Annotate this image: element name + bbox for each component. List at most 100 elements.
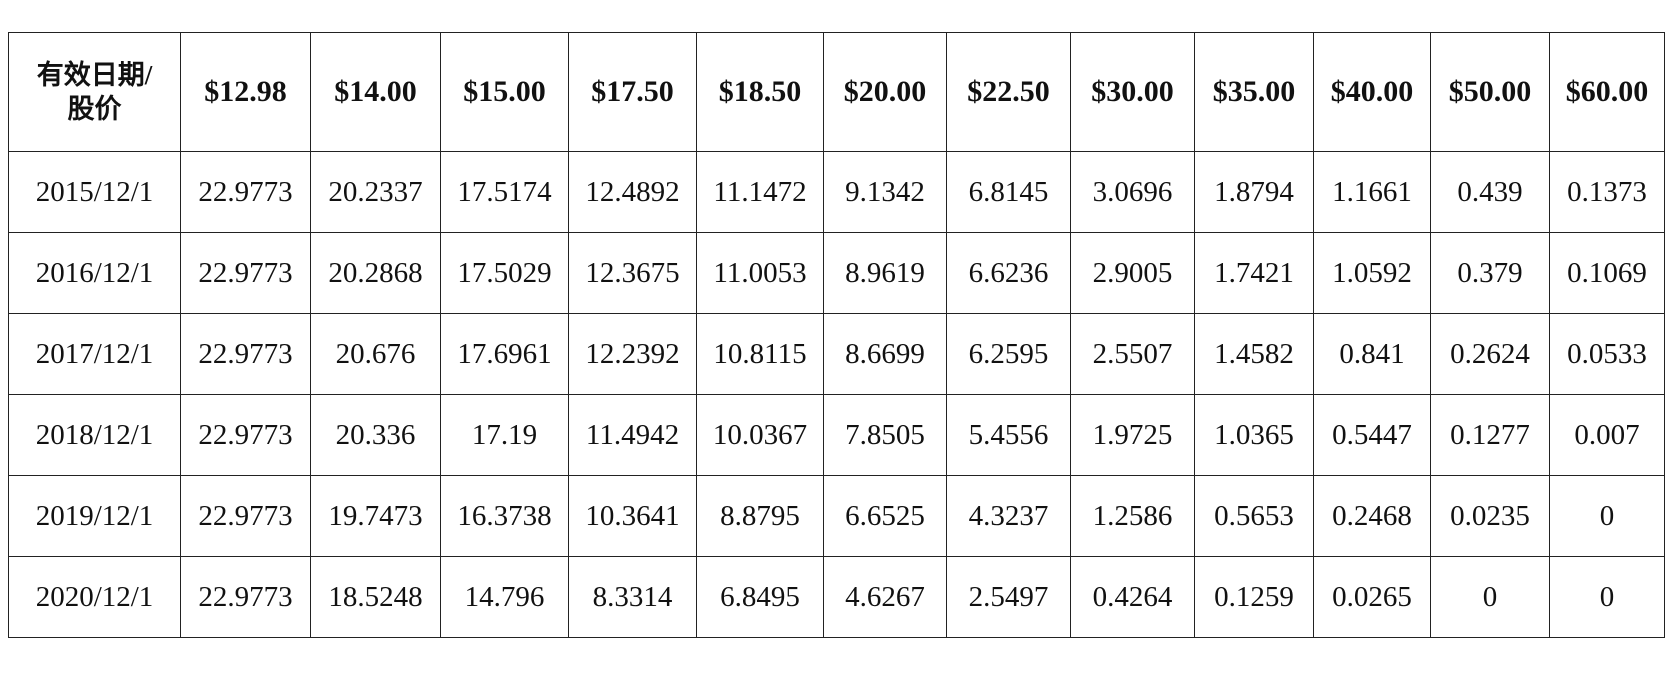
value-cell: 11.0053	[696, 232, 824, 314]
value-cell: 0	[1549, 475, 1665, 557]
value-cell: 12.4892	[568, 151, 697, 233]
value-cell: 6.6236	[946, 232, 1071, 314]
value-cell: 17.19	[440, 394, 569, 476]
value-cell: 3.0696	[1070, 151, 1195, 233]
value-cell: 17.5029	[440, 232, 569, 314]
value-cell: 2.5497	[946, 556, 1071, 638]
value-cell: 0.0265	[1313, 556, 1431, 638]
value-cell: 1.9725	[1070, 394, 1195, 476]
value-cell: 20.2337	[310, 151, 441, 233]
value-cell: 17.6961	[440, 313, 569, 395]
value-cell: 10.3641	[568, 475, 697, 557]
value-cell: 0.2468	[1313, 475, 1431, 557]
value-cell: 12.3675	[568, 232, 697, 314]
value-cell: 2.9005	[1070, 232, 1195, 314]
value-cell: 1.1661	[1313, 151, 1431, 233]
column-header: $18.50	[696, 32, 824, 152]
value-cell: 1.2586	[1070, 475, 1195, 557]
value-cell: 22.9773	[180, 394, 311, 476]
date-cell: 2019/12/1	[8, 475, 181, 557]
column-header: $17.50	[568, 32, 697, 152]
value-cell: 14.796	[440, 556, 569, 638]
column-header: $30.00	[1070, 32, 1195, 152]
value-cell: 0.379	[1430, 232, 1550, 314]
data-row: 2020/12/1 22.9773 18.5248 14.796 8.3314 6.849…	[8, 556, 1665, 638]
column-header: $20.00	[823, 32, 947, 152]
value-cell: 0.1069	[1549, 232, 1665, 314]
value-cell: 0	[1549, 556, 1665, 638]
value-cell: 9.1342	[823, 151, 947, 233]
value-cell: 16.3738	[440, 475, 569, 557]
value-cell: 0.1373	[1549, 151, 1665, 233]
value-cell: 0	[1430, 556, 1550, 638]
data-row: 2019/12/1 22.9773 19.7473 16.3738 10.3641 8.8…	[8, 475, 1665, 557]
value-cell: 6.8495	[696, 556, 824, 638]
value-cell: 20.336	[310, 394, 441, 476]
value-cell: 2.5507	[1070, 313, 1195, 395]
value-cell: 1.4582	[1194, 313, 1314, 395]
value-cell: 11.1472	[696, 151, 824, 233]
corner-header: 有效日期/股价	[8, 32, 181, 152]
column-header: $60.00	[1549, 32, 1665, 152]
value-cell: 18.5248	[310, 556, 441, 638]
value-cell: 19.7473	[310, 475, 441, 557]
table-container: 有效日期/股价 $12.98 $14.00 $15.00 $17.50 $18.50 $20…	[8, 32, 1665, 638]
value-cell: 0.1259	[1194, 556, 1314, 638]
corner-header-line: 股价	[67, 94, 122, 124]
date-cell: 2017/12/1	[8, 313, 181, 395]
column-header: $12.98	[180, 32, 311, 152]
value-cell: 0.0533	[1549, 313, 1665, 395]
value-cell: 8.6699	[823, 313, 947, 395]
column-header: $35.00	[1194, 32, 1314, 152]
value-cell: 8.3314	[568, 556, 697, 638]
date-cell: 2018/12/1	[8, 394, 181, 476]
value-cell: 1.0365	[1194, 394, 1314, 476]
value-cell: 0.1277	[1430, 394, 1550, 476]
value-cell: 22.9773	[180, 556, 311, 638]
value-cell: 0.439	[1430, 151, 1550, 233]
value-cell: 6.2595	[946, 313, 1071, 395]
value-cell: 20.676	[310, 313, 441, 395]
value-cell: 0.5447	[1313, 394, 1431, 476]
value-cell: 0.0235	[1430, 475, 1550, 557]
header-row: 有效日期/股价 $12.98 $14.00 $15.00 $17.50 $18.50 $20…	[8, 32, 1665, 152]
value-cell: 7.8505	[823, 394, 947, 476]
value-cell: 4.3237	[946, 475, 1071, 557]
value-cell: 22.9773	[180, 232, 311, 314]
value-cell: 6.6525	[823, 475, 947, 557]
corner-header-line: 有效日期/	[36, 60, 153, 90]
value-cell: 0.007	[1549, 394, 1665, 476]
date-cell: 2016/12/1	[8, 232, 181, 314]
column-header: $14.00	[310, 32, 441, 152]
date-cell: 2020/12/1	[8, 556, 181, 638]
value-cell: 22.9773	[180, 151, 311, 233]
value-cell: 8.8795	[696, 475, 824, 557]
value-cell: 11.4942	[568, 394, 697, 476]
value-cell: 8.9619	[823, 232, 947, 314]
value-cell: 10.0367	[696, 394, 824, 476]
column-header: $50.00	[1430, 32, 1550, 152]
data-row: 2015/12/1 22.9773 20.2337 17.5174 12.4892 11.…	[8, 151, 1665, 233]
value-cell: 0.841	[1313, 313, 1431, 395]
value-cell: 1.0592	[1313, 232, 1431, 314]
value-cell: 12.2392	[568, 313, 697, 395]
value-cell: 4.6267	[823, 556, 947, 638]
value-cell: 20.2868	[310, 232, 441, 314]
value-cell: 5.4556	[946, 394, 1071, 476]
value-cell: 22.9773	[180, 313, 311, 395]
data-table: 有效日期/股价 $12.98 $14.00 $15.00 $17.50 $18.50 $20…	[8, 32, 1665, 638]
column-header: $22.50	[946, 32, 1071, 152]
date-cell: 2015/12/1	[8, 151, 181, 233]
value-cell: 22.9773	[180, 475, 311, 557]
data-row: 2017/12/1 22.9773 20.676 17.6961 12.2392 10.8…	[8, 313, 1665, 395]
value-cell: 1.7421	[1194, 232, 1314, 314]
value-cell: 0.5653	[1194, 475, 1314, 557]
value-cell: 6.8145	[946, 151, 1071, 233]
column-header: $40.00	[1313, 32, 1431, 152]
value-cell: 10.8115	[696, 313, 824, 395]
column-header: $15.00	[440, 32, 569, 152]
value-cell: 0.2624	[1430, 313, 1550, 395]
data-row: 2018/12/1 22.9773 20.336 17.19 11.4942 10.036…	[8, 394, 1665, 476]
value-cell: 1.8794	[1194, 151, 1314, 233]
